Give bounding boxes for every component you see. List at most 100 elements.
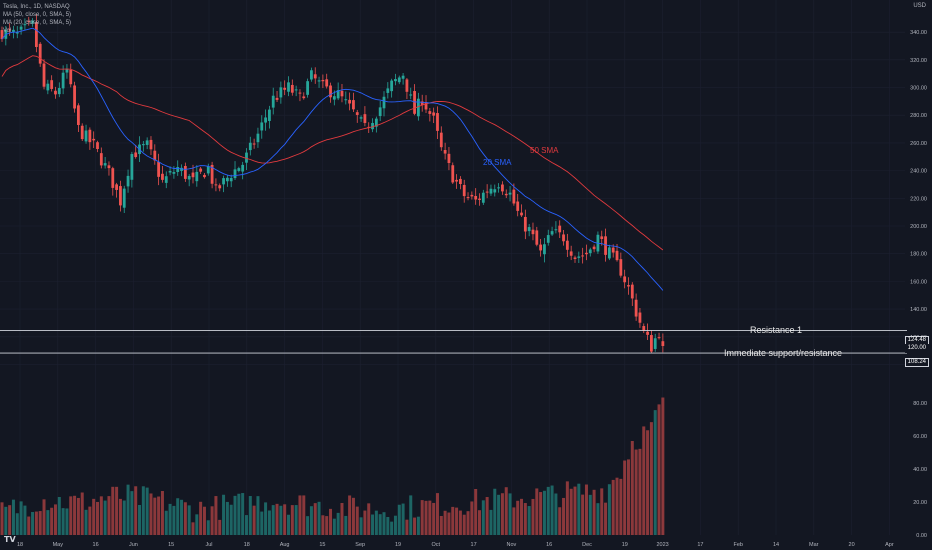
candle-body <box>34 22 38 47</box>
volume-bar <box>46 510 50 535</box>
support-price-tag: 108.24 <box>904 358 929 367</box>
candle-body <box>630 284 634 299</box>
volume-tick-label: 0.00 <box>916 533 927 539</box>
candle-body <box>520 212 523 216</box>
volume-bar <box>65 508 69 535</box>
volume-bar <box>252 505 256 535</box>
volume-bar <box>80 492 84 535</box>
volume-bar <box>313 503 317 535</box>
volume-bar <box>638 448 642 535</box>
volume-bar <box>73 495 77 535</box>
candle-body <box>451 165 455 183</box>
volume-bar <box>27 516 31 535</box>
volume-bar <box>225 501 229 535</box>
candle-body <box>562 234 565 242</box>
time-axis[interactable]: 18 May 16 Jun 15 Jul 18 Aug 15 Sep 19 Oct 17 Nov 16 Dec… <box>17 542 894 548</box>
candle-body <box>485 191 489 193</box>
candle-body <box>443 149 447 154</box>
candle-body <box>256 133 260 143</box>
volume-bar <box>348 495 352 535</box>
volume-bar <box>382 512 386 535</box>
candle-body <box>413 91 416 114</box>
volume-bar <box>397 504 401 535</box>
volume-bar <box>260 511 264 535</box>
volume-bar <box>57 497 61 535</box>
candle-body <box>310 70 313 80</box>
time-tick-label: Feb <box>733 542 742 548</box>
candle-body <box>573 257 577 259</box>
time-tick-label: Jul <box>205 542 212 548</box>
candle-body <box>661 341 665 347</box>
candle-body <box>164 176 168 183</box>
volume-bar <box>138 504 142 535</box>
volume-bar <box>531 498 535 535</box>
volume-bar <box>542 490 546 535</box>
candle-body <box>54 90 57 95</box>
candle-body <box>604 236 607 255</box>
price-axis[interactable]: 100.00120.00140.00160.00180.00200.00220.… <box>910 30 927 368</box>
volume-bar <box>435 493 439 535</box>
candlesticks <box>0 14 665 354</box>
candle-body <box>405 79 409 92</box>
time-tick-label: Mar <box>809 542 819 548</box>
volume-bar <box>416 516 420 535</box>
volume-bar <box>478 510 481 535</box>
candle-body <box>161 173 164 180</box>
volume-bar <box>214 496 218 535</box>
volume-bar <box>634 449 638 535</box>
volume-bar <box>630 440 634 535</box>
candle-body <box>210 164 214 184</box>
candle-body <box>455 179 458 182</box>
volume-bar <box>8 505 12 535</box>
candle-body <box>329 85 332 98</box>
candle-body <box>77 105 80 125</box>
volume-bar <box>550 485 554 535</box>
volume-bar <box>321 515 325 535</box>
volume-bar <box>451 506 455 535</box>
volume-bar <box>554 493 558 535</box>
volume-bar <box>275 503 279 535</box>
candle-body <box>374 118 378 127</box>
volume-bar <box>126 484 130 535</box>
candle-body <box>252 143 256 145</box>
volume-bar <box>130 491 134 535</box>
candle-body <box>73 85 76 109</box>
candle-body <box>481 192 485 203</box>
volume-bar <box>191 522 195 535</box>
candle-body <box>245 152 248 163</box>
volume-bar <box>493 488 497 535</box>
candle-body <box>588 249 592 254</box>
time-tick-label: 2023 <box>656 542 668 548</box>
volume-bar <box>0 502 4 535</box>
volume-bar <box>351 497 355 535</box>
candle-body <box>397 77 401 83</box>
candle-body <box>15 32 19 34</box>
volume-bar <box>157 496 161 535</box>
legend-title: Tesla, Inc., 1D, NASDAQ <box>3 4 70 10</box>
candle-body <box>237 168 241 171</box>
candle-body <box>107 165 111 169</box>
volume-bar <box>229 504 233 535</box>
volume-axis[interactable]: 0.00 20.00 40.00 60.00 80.00 <box>913 401 927 539</box>
volume-bar <box>134 486 138 535</box>
time-tick-label: 15 <box>319 542 325 548</box>
candle-body <box>23 24 27 26</box>
volume-bar <box>164 510 168 535</box>
candle-body <box>523 216 527 232</box>
candle-body <box>638 312 642 323</box>
candle-body <box>531 229 535 235</box>
price-tick-label: 240.00 <box>910 169 927 175</box>
price-tick-label: 260.00 <box>910 141 927 147</box>
volume-bar <box>325 516 329 535</box>
candle-body <box>248 142 252 151</box>
volume-bar <box>588 494 592 535</box>
volume-tick-label: 80.00 <box>913 401 927 407</box>
volume-bar <box>653 410 657 535</box>
candle-body <box>99 153 103 166</box>
candle-body <box>46 83 50 91</box>
candle-body <box>378 107 382 117</box>
time-tick-label: 16 <box>93 542 99 548</box>
candle-body <box>436 113 439 131</box>
volume-bar <box>202 506 206 535</box>
